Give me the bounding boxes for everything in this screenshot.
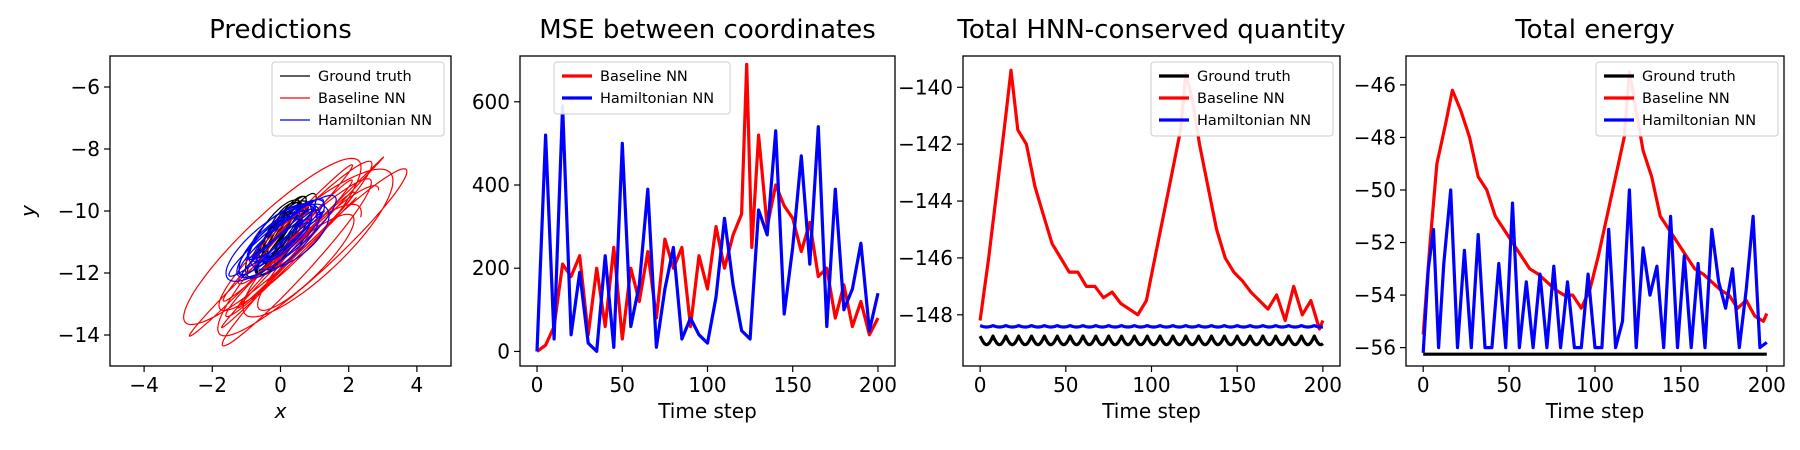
- y-tick-label: −14: [58, 323, 100, 347]
- y-tick-label: −144: [898, 189, 953, 213]
- legend-box: [271, 61, 445, 137]
- legend: Baseline NN Hamiltonian NN: [553, 61, 731, 115]
- x-tick-label: 200: [1748, 373, 1786, 397]
- legend-entry: Ground truth: [1642, 69, 1736, 85]
- y-tick-label: −46: [1354, 73, 1396, 97]
- legend-entry: Baseline NN: [318, 91, 406, 107]
- x-tick-label: 150: [774, 373, 812, 397]
- y-tick-label: 0: [497, 339, 510, 363]
- legend-box: [1595, 61, 1779, 137]
- y-tick-label: −12: [58, 261, 100, 285]
- y-tick-label: −8: [71, 137, 100, 161]
- y-tick-label: −56: [1354, 336, 1396, 360]
- x-tick-label: 150: [1218, 373, 1256, 397]
- y-axis-label: y: [16, 204, 40, 218]
- legend-entry: Hamiltonian NN: [1642, 113, 1756, 129]
- series-line-3: [1421, 188, 1768, 353]
- y-tick-label: 200: [472, 256, 510, 280]
- y-tick-label: −50: [1354, 178, 1396, 202]
- x-axis-label: Time step: [657, 399, 757, 423]
- x-tick-label: 0: [274, 373, 287, 397]
- x-tick-label: 100: [1576, 373, 1614, 397]
- x-axis-label: Time step: [1101, 399, 1201, 423]
- chart-title: MSE between coordinates: [539, 15, 876, 45]
- legend-entry: Ground truth: [1197, 69, 1291, 85]
- series-line-1: [536, 62, 880, 353]
- x-axis-label: x: [274, 399, 287, 423]
- y-tick-label: −142: [898, 132, 953, 156]
- legend: Ground truth Baseline NN Hamiltonian NN: [271, 61, 445, 137]
- x-tick-label: −2: [198, 373, 227, 397]
- y-tick-label: −52: [1354, 231, 1396, 255]
- x-tick-label: −4: [129, 373, 158, 397]
- legend-entry: Hamiltonian NN: [318, 113, 432, 129]
- legend-entry: Baseline NN: [1197, 91, 1285, 107]
- legend-entry: Ground truth: [318, 69, 412, 85]
- y-tick-label: 600: [472, 90, 510, 114]
- series-line-2: [1421, 70, 1769, 335]
- legend-entry: Baseline NN: [1642, 91, 1730, 107]
- x-tick-label: 0: [974, 373, 987, 397]
- chart-panel-1: −4 −2 0 2 4 −14 −12 −10 −8 −6 Predictions x y Ground …: [16, 15, 452, 423]
- chart-panel-4: 0 50 100 150 200 −56 −54 −52 −50 −48 −46 Total ener…: [1354, 15, 1786, 423]
- x-tick-label: 2: [342, 373, 355, 397]
- y-tick-label: −10: [58, 199, 100, 223]
- series-line-2: [183, 156, 408, 347]
- series-line-3: [225, 194, 337, 282]
- x-axis-label: Time step: [1545, 399, 1645, 423]
- x-tick-label: 200: [1304, 373, 1342, 397]
- y-tick-label: −6: [71, 75, 100, 99]
- legend-box: [1150, 61, 1334, 137]
- y-tick-label: −146: [898, 246, 953, 270]
- y-tick-label: −140: [898, 75, 953, 99]
- x-tick-label: 100: [688, 373, 726, 397]
- x-tick-label: 150: [1662, 373, 1700, 397]
- y-tick-label: −54: [1354, 283, 1396, 307]
- legend-entry: Hamiltonian NN: [600, 91, 714, 107]
- series-line-1: [978, 334, 1324, 347]
- y-tick-label: 400: [472, 173, 510, 197]
- chart-title: Predictions: [209, 15, 352, 45]
- y-tick-label: −48: [1354, 125, 1396, 149]
- legend: Ground truth Baseline NN Hamiltonian NN: [1595, 61, 1779, 137]
- x-tick-label: 4: [411, 373, 424, 397]
- series-line-2: [978, 68, 1325, 331]
- y-tick-label: −148: [898, 303, 953, 327]
- x-tick-label: 0: [1417, 373, 1430, 397]
- series-line-2: [535, 104, 880, 353]
- legend-entry: Hamiltonian NN: [1197, 113, 1311, 129]
- legend: Ground truth Baseline NN Hamiltonian NN: [1150, 61, 1334, 137]
- legend-box: [553, 61, 731, 115]
- series-line-1: [245, 192, 317, 278]
- x-tick-label: 50: [610, 373, 635, 397]
- chart-title: Total HNN-conserved quantity: [956, 15, 1345, 45]
- chart-panel-2: 0 50 100 150 200 0 200 400 600 MSE between coordi…: [472, 15, 897, 423]
- chart-title: Total energy: [1514, 15, 1675, 45]
- x-tick-label: 200: [859, 373, 897, 397]
- legend-entry: Baseline NN: [600, 69, 688, 85]
- x-tick-label: 50: [1053, 373, 1078, 397]
- series-line-3: [979, 324, 1324, 329]
- x-tick-label: 0: [531, 373, 544, 397]
- chart-panel-3: 0 50 100 150 200 −148 −146 −144 −142 −140 Total HN…: [898, 15, 1346, 423]
- x-tick-label: 100: [1132, 373, 1170, 397]
- x-tick-label: 50: [1496, 373, 1521, 397]
